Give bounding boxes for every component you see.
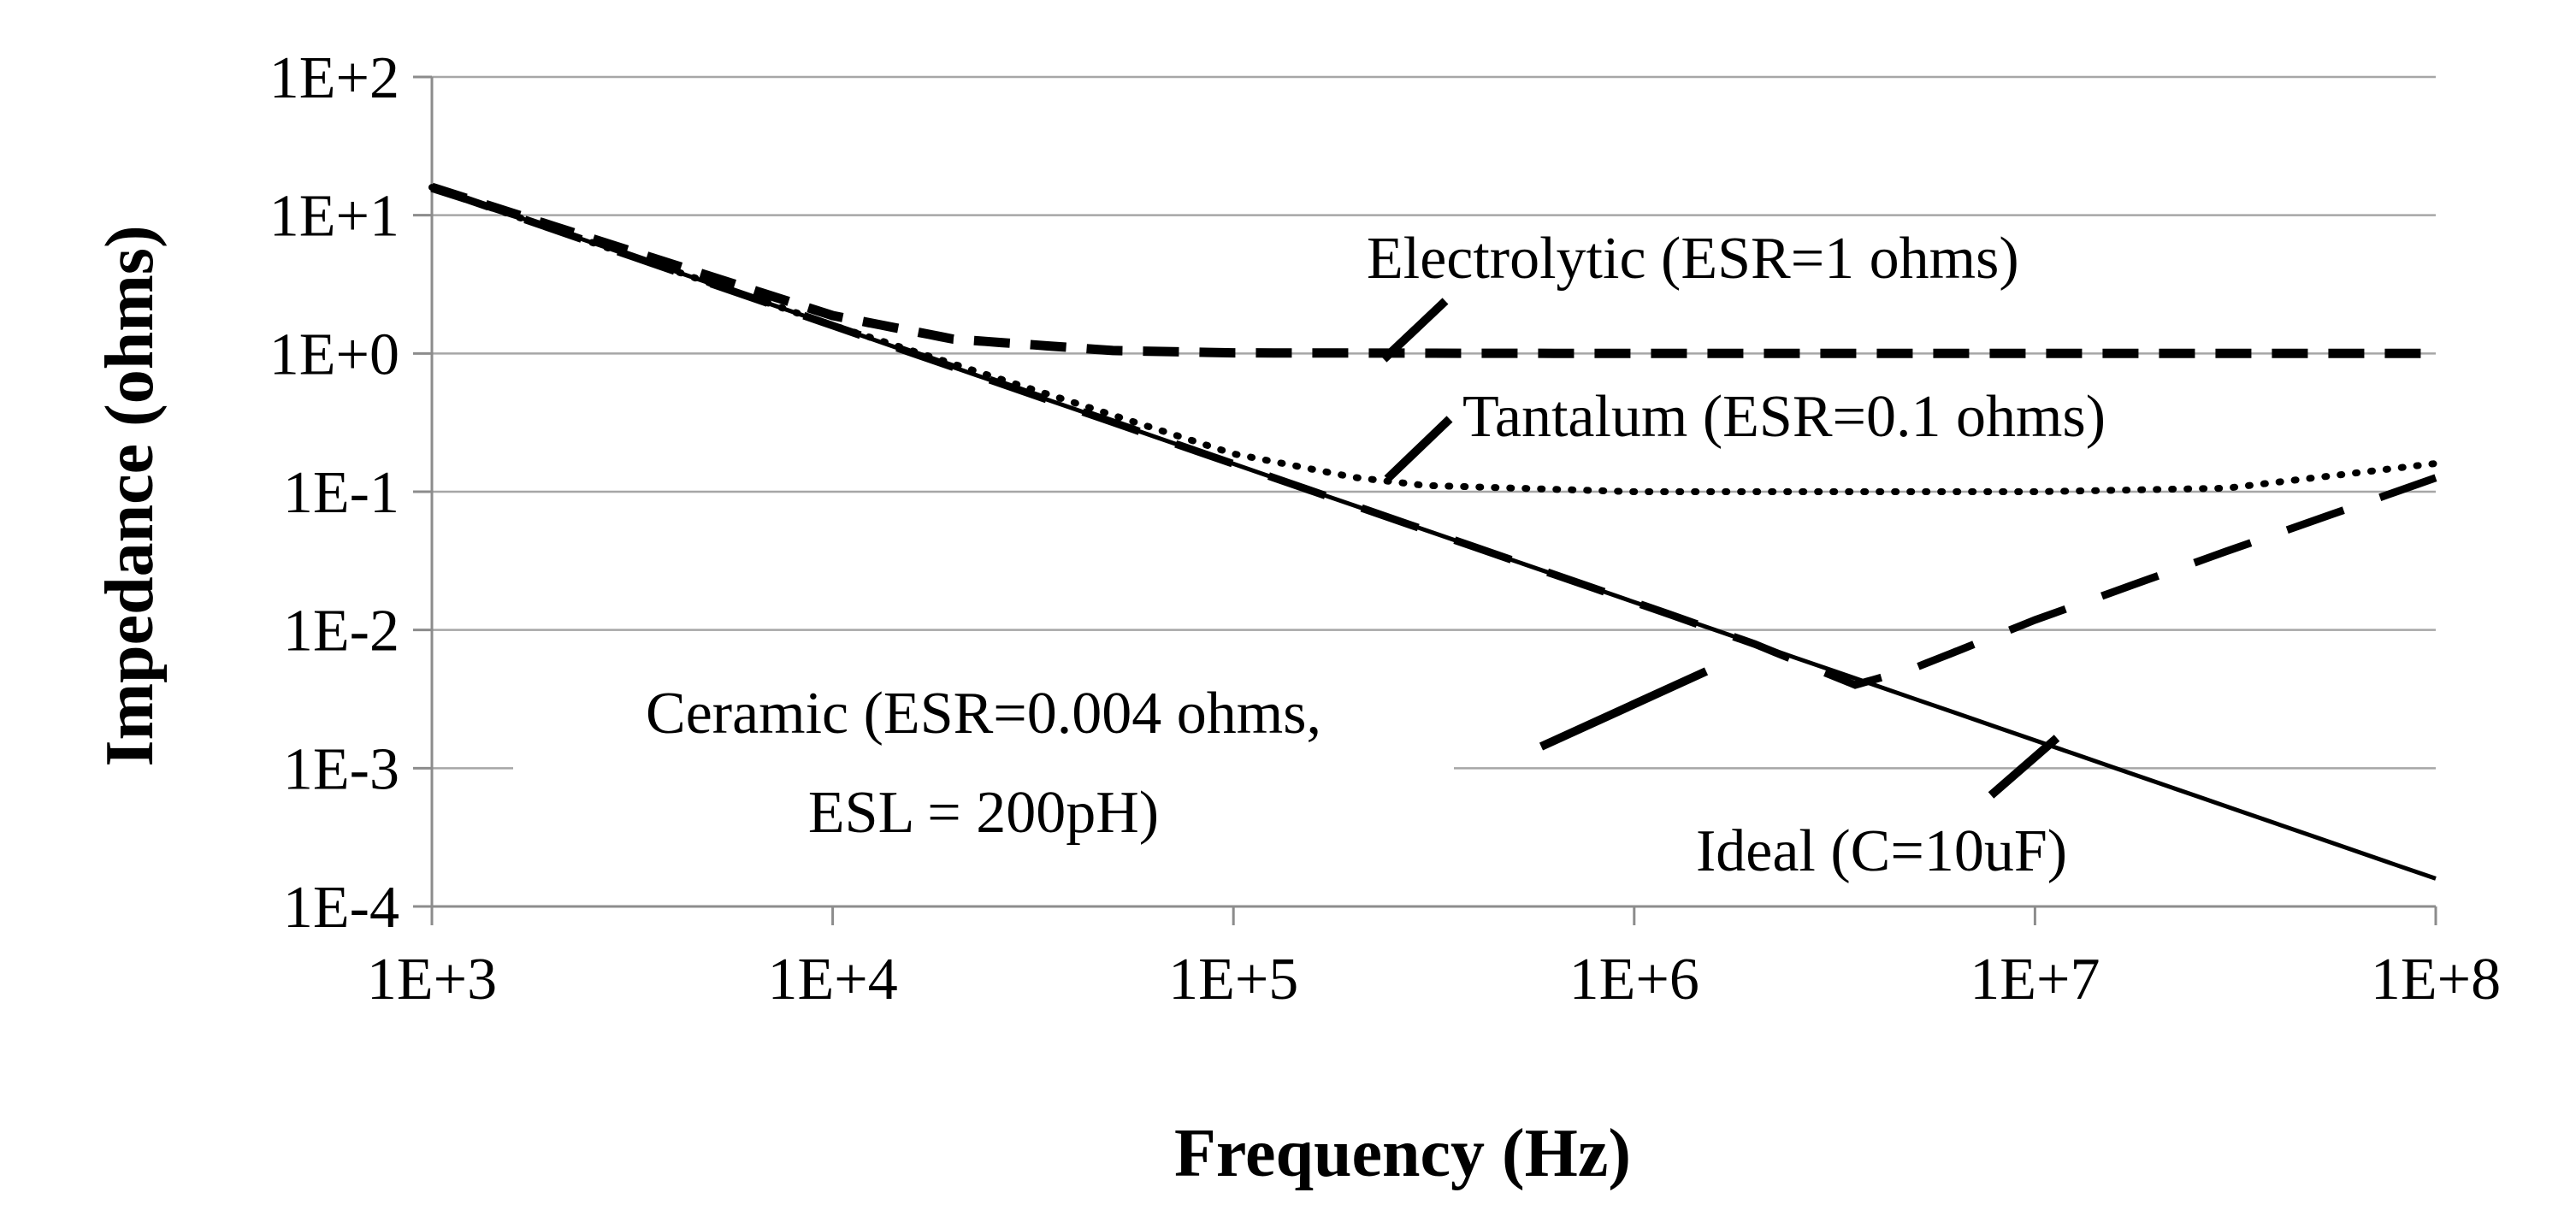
x-tick-label: 1E+3 [367,947,497,1012]
series-layer [428,182,2439,881]
leader-ideal [1988,735,2060,799]
series-line-electrolytic [430,182,2436,358]
y-tick-label: 1E-2 [283,599,399,664]
x-tick-label: 1E+4 [767,947,897,1012]
x-tick-label: 1E+8 [2371,947,2501,1012]
label-layer: Electrolytic (ESR=1 ohms) Tantalum (ESR=0… [513,226,2121,898]
leader-tantalum [1384,416,1453,482]
x-axis-title: Frequency (Hz) [1174,1116,1631,1191]
series-line-ceramic [430,183,2437,689]
x-tick-label: 1E+6 [1569,947,1699,1012]
annotation-ideal-bg [1642,804,2121,898]
y-tick-label: 1E+0 [269,322,399,387]
y-axis-title: Impedance (ohms) [92,225,168,766]
leader-ceramic [1539,667,1709,751]
x-tick-label: 1E+7 [1970,947,2100,1012]
annotation-ceramic-line1: Ceramic (ESR=0.004 ohms, [646,681,1321,747]
grid-layer [432,75,2436,770]
annotation-ceramic-bg [513,667,1454,864]
axis-layer: 1E+2 1E+1 1E+0 1E-1 1E-2 1E-3 1E-41E+3 1E+4 1E+5… [269,45,2501,1012]
x-tick-label: 1E+5 [1168,947,1298,1012]
y-tick-label: 1E+2 [269,45,399,111]
annotation-electrolytic: Electrolytic (ESR=1 ohms) [1367,226,2019,292]
y-tick-label: 1E-4 [283,875,399,941]
leader-electrolytic [1380,298,1449,363]
annotation-ceramic-line2: ESL = 200pH) [808,780,1159,846]
annotation-ideal: Ideal (C=10uF) [1696,818,2067,884]
annotation-tantalum: Tantalum (ESR=0.1 ohms) [1462,384,2106,450]
y-tick-label: 1E-3 [283,736,399,802]
y-tick-label: 1E+1 [269,184,399,250]
y-tick-label: 1E-1 [283,460,399,526]
